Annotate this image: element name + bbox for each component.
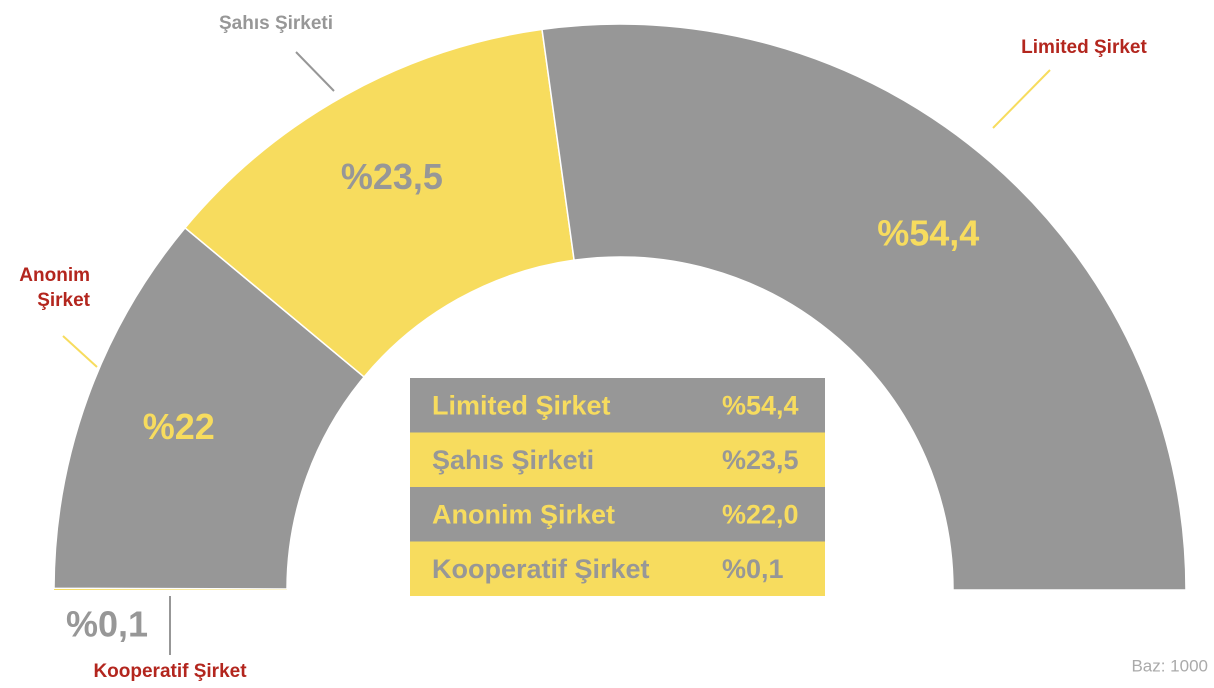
value-label: %22 (143, 406, 215, 447)
table-row (410, 432, 825, 487)
segment (183, 28, 575, 378)
value-label: %23,5 (341, 156, 443, 197)
table-name: Anonim Şirket (432, 499, 615, 529)
table-row (410, 378, 825, 433)
table-value: %0,1 (722, 554, 784, 584)
leader-line (62, 335, 98, 368)
table-row (410, 541, 825, 596)
table-row (410, 487, 825, 542)
segment (541, 23, 1187, 591)
leader-line (992, 69, 1051, 129)
leader-line (295, 51, 335, 92)
table-name: Limited Şirket (432, 390, 611, 420)
table-name: Kooperatif Şirket (432, 554, 650, 584)
table-value: %22,0 (722, 499, 799, 529)
category-label: Anonim Şirket (19, 265, 90, 311)
table-value: %54,4 (722, 390, 799, 420)
table-value: %23,5 (722, 445, 799, 475)
table-name: Şahıs Şirketi (432, 445, 594, 475)
value-label: %54,4 (877, 212, 979, 253)
base-note: Baz: 1000 (1131, 656, 1208, 675)
category-label: Limited Şirket (1021, 37, 1147, 58)
category-label: Kooperatif Şirket (93, 661, 247, 682)
value-label: %0,1 (66, 604, 148, 645)
category-label: Şahıs Şirketi (219, 13, 333, 34)
